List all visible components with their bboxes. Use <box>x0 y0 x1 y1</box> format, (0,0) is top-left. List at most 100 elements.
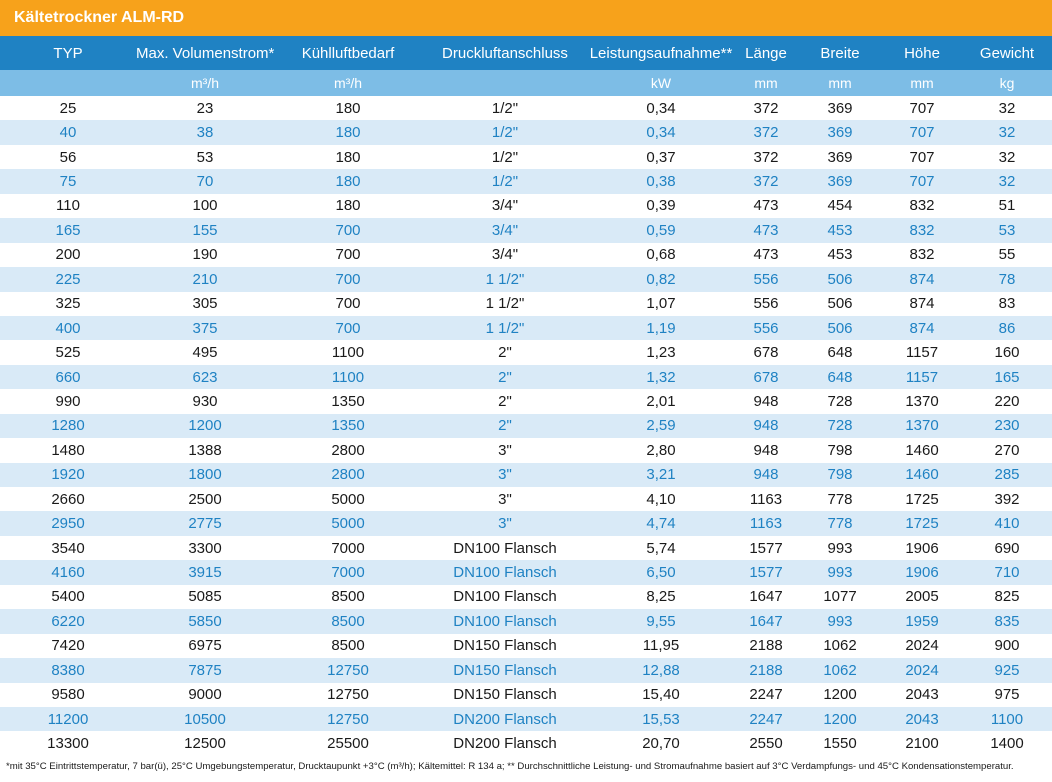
table-cell: 1163 <box>734 511 798 536</box>
table-row: 25 23 180 1/2" 0,34 372 369 707 32 <box>0 96 1052 121</box>
table-cell: 180 <box>274 144 422 170</box>
table-cell: 623 <box>136 364 274 390</box>
table-cell: 4160 <box>0 560 136 585</box>
table-cell: 3,21 <box>588 462 734 487</box>
table-cell: 83 <box>962 291 1052 316</box>
table-cell: 369 <box>798 169 882 194</box>
table-cell: 375 <box>136 315 274 341</box>
table-cell: 454 <box>798 193 882 219</box>
product-table: TYP Max. Volumenstrom* Kühlluftbedarf Dr… <box>0 36 1052 756</box>
table-cell: 70 <box>136 169 274 194</box>
table-cell: 10500 <box>136 706 274 732</box>
table-cell: 835 <box>962 609 1052 634</box>
table-cell: 700 <box>274 291 422 316</box>
table-cell: 1725 <box>882 511 962 536</box>
table-cell: 3" <box>422 487 588 512</box>
table-cell: 690 <box>962 535 1052 561</box>
table-cell: 798 <box>798 438 882 463</box>
table-row: 4160 3915 7000 DN100 Flansch 6,50 1577 993 1906… <box>0 560 1052 585</box>
table-cell: 160 <box>962 340 1052 365</box>
table-cell: 473 <box>734 218 798 243</box>
table-cell: 23 <box>136 96 274 121</box>
table-cell: 180 <box>274 169 422 194</box>
table-cell: 180 <box>274 120 422 145</box>
table-cell: 710 <box>962 560 1052 585</box>
table-cell: 305 <box>136 291 274 316</box>
column-header: Länge <box>734 36 798 70</box>
table-cell: 2800 <box>274 462 422 487</box>
table-cell: 948 <box>734 413 798 439</box>
table-cell: 8380 <box>0 658 136 683</box>
table-cell: 25500 <box>274 731 422 756</box>
table-cell: 900 <box>962 633 1052 659</box>
table-cell: 2" <box>422 340 588 365</box>
column-header: Breite <box>798 36 882 70</box>
table-cell: 1647 <box>734 609 798 634</box>
table-cell: 0,68 <box>588 242 734 268</box>
table-cell: 707 <box>882 120 962 145</box>
table-cell: 648 <box>798 340 882 365</box>
table-row: 400 375 700 1 1/2" 1,19 556 506 874 86 <box>0 315 1052 341</box>
table-cell: DN100 Flansch <box>422 560 588 585</box>
unit-cell <box>0 70 136 96</box>
table-cell: 506 <box>798 291 882 316</box>
table-row: 2950 2775 5000 3" 4,74 1163 778 1725 410 <box>0 511 1052 536</box>
table-row: 9580 9000 12750 DN150 Flansch 15,40 2247 1200 2… <box>0 682 1052 707</box>
table-cell: 372 <box>734 96 798 121</box>
table-cell: 778 <box>798 511 882 536</box>
table-cell: 1,19 <box>588 315 734 341</box>
table-cell: 707 <box>882 169 962 194</box>
table-cell: 1370 <box>882 389 962 414</box>
table-cell: 990 <box>0 389 136 414</box>
table-cell: 506 <box>798 267 882 292</box>
column-header: Kühlluftbedarf <box>274 36 422 70</box>
table-cell: DN200 Flansch <box>422 731 588 756</box>
table-cell: 2043 <box>882 706 962 732</box>
table-cell: 707 <box>882 96 962 121</box>
table-cell: 220 <box>962 389 1052 414</box>
table-cell: 51 <box>962 193 1052 219</box>
table-cell: 948 <box>734 389 798 414</box>
table-cell: 9000 <box>136 682 274 707</box>
table-cell: 369 <box>798 144 882 170</box>
table-cell: 20,70 <box>588 731 734 756</box>
table-cell: 6975 <box>136 633 274 659</box>
table-cell: 2500 <box>136 487 274 512</box>
table-cell: 506 <box>798 315 882 341</box>
table-cell: 53 <box>962 218 1052 243</box>
table-row: 660 623 1100 2" 1,32 678 648 1157 165 <box>0 364 1052 390</box>
table-cell: 556 <box>734 267 798 292</box>
table-row: 40 38 180 1/2" 0,34 372 369 707 32 <box>0 120 1052 145</box>
table-cell: 372 <box>734 144 798 170</box>
table-cell: 556 <box>734 315 798 341</box>
table-cell: 12750 <box>274 706 422 732</box>
table-cell: 1157 <box>882 340 962 365</box>
table-cell: 1350 <box>274 413 422 439</box>
column-header: Gewicht <box>962 36 1052 70</box>
table-cell: 1480 <box>0 438 136 463</box>
table-cell: 5000 <box>274 511 422 536</box>
table-cell: 1062 <box>798 658 882 683</box>
table-cell: 0,34 <box>588 96 734 121</box>
column-header: TYP <box>0 36 136 70</box>
table-cell: 12750 <box>274 658 422 683</box>
table-cell: 75 <box>0 169 136 194</box>
unit-cell: m³/h <box>274 70 422 96</box>
table-cell: 1577 <box>734 560 798 585</box>
table-cell: 2550 <box>734 731 798 756</box>
table-row: 110 100 180 3/4" 0,39 473 454 832 51 <box>0 193 1052 219</box>
table-cell: 2188 <box>734 658 798 683</box>
table-cell: 3" <box>422 511 588 536</box>
table-cell: 3/4" <box>422 218 588 243</box>
table-cell: 1647 <box>734 584 798 610</box>
unit-cell: mm <box>882 70 962 96</box>
table-cell: 32 <box>962 120 1052 145</box>
table-cell: 453 <box>798 242 882 268</box>
table-cell: 1 1/2" <box>422 315 588 341</box>
table-cell: 1157 <box>882 364 962 390</box>
table-row: 2660 2500 5000 3" 4,10 1163 778 1725 392 <box>0 487 1052 512</box>
table-cell: 3300 <box>136 535 274 561</box>
unit-cell: kW <box>588 70 734 96</box>
table-cell: 1725 <box>882 487 962 512</box>
table-cell: 5,74 <box>588 535 734 561</box>
